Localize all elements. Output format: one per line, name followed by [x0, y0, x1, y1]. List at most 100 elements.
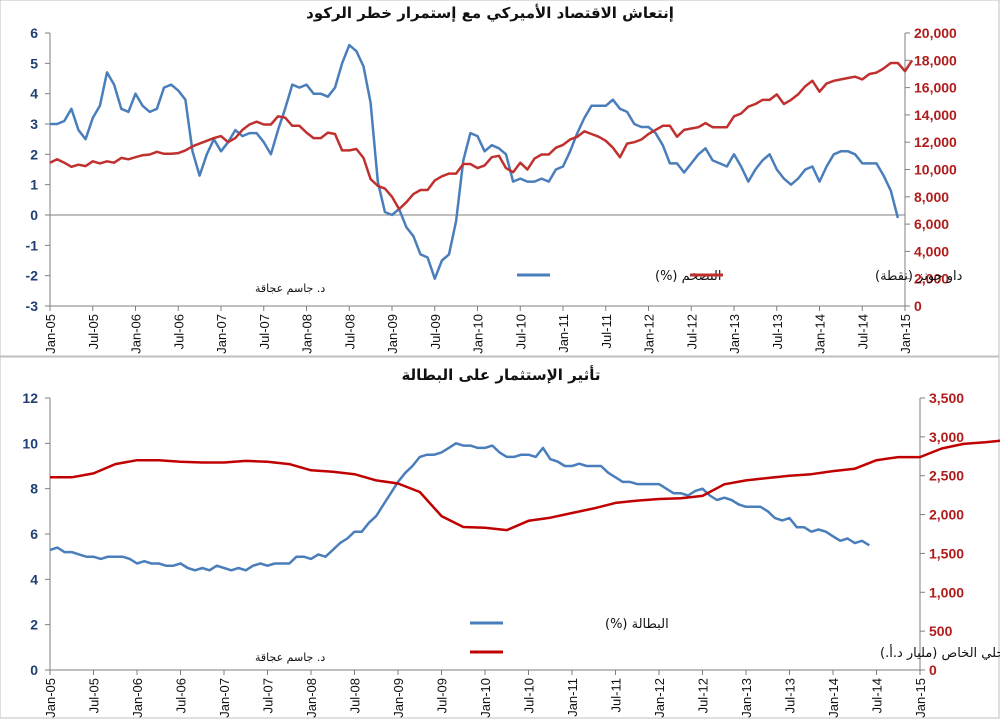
left-tick-label: -1 — [26, 237, 39, 253]
top-legend: التضخم (%) داو جونز (نقطة) — [517, 269, 963, 284]
right-tick-label: 2,000 — [914, 271, 949, 287]
top-left-axis: -3 -2 -1 0 1 2 3 4 5 6 — [26, 25, 50, 314]
bottom-plot-area — [49, 398, 921, 671]
right-tick-label: 3,000 — [929, 429, 964, 445]
x-tick-label: Jan-15 — [913, 678, 928, 718]
top-credit: د. جاسم عجاقة — [255, 282, 325, 295]
right-tick-label: 2,500 — [929, 468, 964, 484]
x-tick-label: Jul-08 — [348, 678, 363, 713]
right-tick-label: 1,500 — [929, 545, 964, 561]
x-tick-label: Jan-12 — [652, 678, 667, 718]
left-tick-label: 0 — [30, 662, 38, 678]
x-tick-label: Jan-08 — [304, 678, 319, 718]
left-tick-label: 6 — [30, 25, 38, 41]
right-tick-label: 0 — [914, 298, 922, 314]
bottom-panel-frame — [0, 356, 1000, 719]
bottom-series-group — [49, 439, 1000, 572]
right-tick-label: 18,000 — [914, 52, 957, 68]
legend-label-inflation: التضخم (%) — [655, 269, 721, 284]
legend-label-unemployment: البطالة (%) — [605, 617, 669, 632]
series-line-primary — [49, 442, 870, 572]
left-tick-label: 2 — [30, 146, 38, 162]
series-line-secondary — [50, 439, 1000, 532]
x-tick-label: Jul-13 — [783, 678, 798, 713]
right-tick-label: 4,000 — [914, 243, 949, 259]
x-tick-label: Jul-06 — [171, 314, 186, 349]
left-tick-label: 12 — [22, 390, 38, 406]
right-tick-label: 0 — [929, 662, 937, 678]
x-tick-label: Jan-08 — [300, 314, 315, 354]
left-tick-label: 1 — [30, 177, 38, 193]
top-chart-title: إنتعاش الاقتصاد الأميركي مع إستمرار خطر … — [306, 4, 674, 22]
x-tick-label: Jul-14 — [855, 314, 870, 349]
right-tick-label: 8,000 — [914, 189, 949, 205]
x-tick-label: Jul-14 — [870, 678, 885, 713]
right-tick-label: 3,500 — [929, 390, 964, 406]
x-tick-label: Jul-11 — [609, 678, 624, 712]
left-tick-label: -3 — [26, 298, 39, 314]
top-series-group — [49, 43, 914, 280]
x-tick-label: Jul-07 — [257, 314, 272, 349]
bottom-x-axis: Jan-05 Jul-05 Jan-06 Jul-06 Jan-07 Jul-07 Jan-… — [43, 670, 928, 718]
left-tick-label: 5 — [30, 55, 38, 71]
x-tick-label: Jan-09 — [391, 678, 406, 718]
x-tick-label: Jul-07 — [261, 678, 276, 713]
bottom-chart-title: تأثير الإستثمار على البطالة — [401, 365, 600, 384]
left-tick-label: 10 — [22, 435, 38, 451]
x-tick-label: Jul-05 — [87, 678, 102, 713]
x-tick-label: Jan-06 — [129, 314, 144, 354]
x-tick-label: Jan-11 — [565, 678, 580, 717]
left-tick-label: -2 — [26, 268, 39, 284]
left-tick-label: 4 — [30, 86, 38, 102]
x-tick-label: Jan-10 — [478, 678, 493, 718]
legend-label-dowjones: داو جونز (نقطة) — [875, 269, 963, 284]
x-tick-label: Jul-11 — [599, 314, 614, 348]
left-tick-label: 6 — [30, 526, 38, 542]
left-tick-label: 0 — [30, 207, 38, 223]
right-tick-label: 500 — [929, 623, 953, 639]
x-tick-label: Jul-12 — [696, 678, 711, 713]
x-tick-label: Jul-13 — [770, 314, 785, 349]
right-tick-label: 16,000 — [914, 80, 957, 96]
right-tick-label: 20,000 — [914, 25, 957, 41]
right-tick-label: 12,000 — [914, 134, 957, 150]
left-tick-label: 3 — [30, 116, 38, 132]
x-tick-label: Jan-07 — [217, 678, 232, 718]
top-x-axis: Jan-05 Jul-05 Jan-06 Jul-06 Jan-07 Jul-07 Jan-… — [43, 306, 913, 354]
legend-label-investment: الاستثمار الإجمالي المحلي الخاص (مليار د… — [880, 644, 1000, 661]
x-tick-label: Jul-09 — [435, 678, 450, 713]
bottom-legend: البطالة (%) الاستثمار الإجمالي المحلي ال… — [470, 617, 1000, 661]
x-tick-label: Jul-05 — [86, 314, 101, 349]
x-tick-label: Jan-15 — [898, 314, 913, 354]
right-tick-label: 10,000 — [914, 162, 957, 178]
left-tick-label: 8 — [30, 481, 38, 497]
x-tick-label: Jan-06 — [130, 678, 145, 718]
x-tick-label: Jul-08 — [342, 314, 357, 349]
right-tick-label: 1,000 — [929, 584, 964, 600]
x-tick-label: Jul-10 — [513, 314, 528, 349]
bottom-right-axis: 0 500 1,000 1,500 2,000 2,500 3,000 3,500 — [920, 390, 964, 678]
right-tick-label: 6,000 — [914, 216, 949, 232]
bottom-left-axis: 0 2 4 6 8 10 12 — [22, 390, 50, 678]
right-tick-label: 2,000 — [929, 507, 964, 523]
x-tick-label: Jan-14 — [813, 314, 828, 354]
series-line-primary — [50, 43, 900, 280]
x-tick-label: Jan-13 — [739, 678, 754, 718]
right-tick-label: 14,000 — [914, 107, 957, 123]
bottom-credit: د. جاسم عجاقة — [255, 651, 325, 664]
x-tick-label: Jan-05 — [43, 314, 58, 354]
x-tick-label: Jul-06 — [174, 678, 189, 713]
x-tick-label: Jul-12 — [684, 314, 699, 349]
x-tick-label: Jan-09 — [385, 314, 400, 354]
x-tick-label: Jul-09 — [428, 314, 443, 349]
x-tick-label: Jan-13 — [727, 314, 742, 354]
left-tick-label: 4 — [30, 571, 38, 587]
series-line-secondary — [49, 59, 914, 211]
x-tick-label: Jan-12 — [642, 314, 657, 354]
x-tick-label: Jan-05 — [43, 678, 58, 718]
top-panel-frame — [0, 0, 1000, 357]
x-tick-label: Jul-10 — [522, 678, 537, 713]
x-tick-label: Jan-10 — [471, 314, 486, 354]
